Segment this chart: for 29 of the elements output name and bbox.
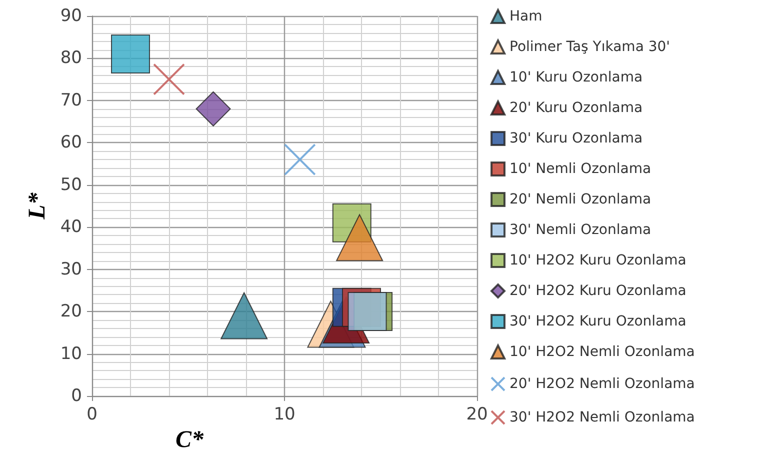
y-tick-label: 10 (60, 344, 82, 364)
y-tick-label: 60 (60, 132, 82, 153)
y-axis-title: L* (24, 192, 50, 220)
legend-label: 10' H2O2 Nemli Ozonlama (510, 344, 695, 360)
y-tick-label: 50 (60, 174, 82, 195)
legend-label: 20' Kuru Ozonlama (510, 100, 643, 116)
legend-label: 30' H2O2 Kuru Ozonlama (510, 314, 686, 330)
y-tick-label: 20 (60, 302, 82, 322)
y-tick-label: 40 (60, 217, 82, 238)
y-tick-label: 80 (60, 48, 82, 68)
x-tick-label: 0 (86, 404, 98, 424)
x-tick-label: 10 (274, 404, 296, 424)
legend-label: 30' Nemli Ozonlama (510, 222, 652, 238)
legend-label: 20' H2O2 Nemli Ozonlama (510, 376, 695, 392)
y-tick-label: 70 (60, 90, 82, 110)
legend-label: 30' Kuru Ozonlama (510, 130, 643, 146)
legend-label: 30' H2O2 Nemli Ozonlama (510, 410, 695, 426)
legend-label: Polimer Taş Yıkama 30' (510, 39, 670, 55)
y-tick-label: 30 (60, 259, 82, 280)
x-tick-label: 20 (466, 404, 488, 424)
y-tick-label: 90 (60, 6, 82, 26)
legend-label: 10' Nemli Ozonlama (510, 161, 652, 177)
x-axis-title: C* (175, 426, 204, 453)
legend-label: 10' H2O2 Kuru Ozonlama (510, 252, 686, 268)
legend-label: Ham (510, 8, 542, 24)
legend-label: 10' Kuru Ozonlama (510, 70, 643, 86)
legend-label: 20' H2O2 Kuru Ozonlama (510, 283, 686, 299)
y-tick-label: 0 (71, 386, 82, 406)
legend-label: 20' Nemli Ozonlama (510, 192, 652, 208)
